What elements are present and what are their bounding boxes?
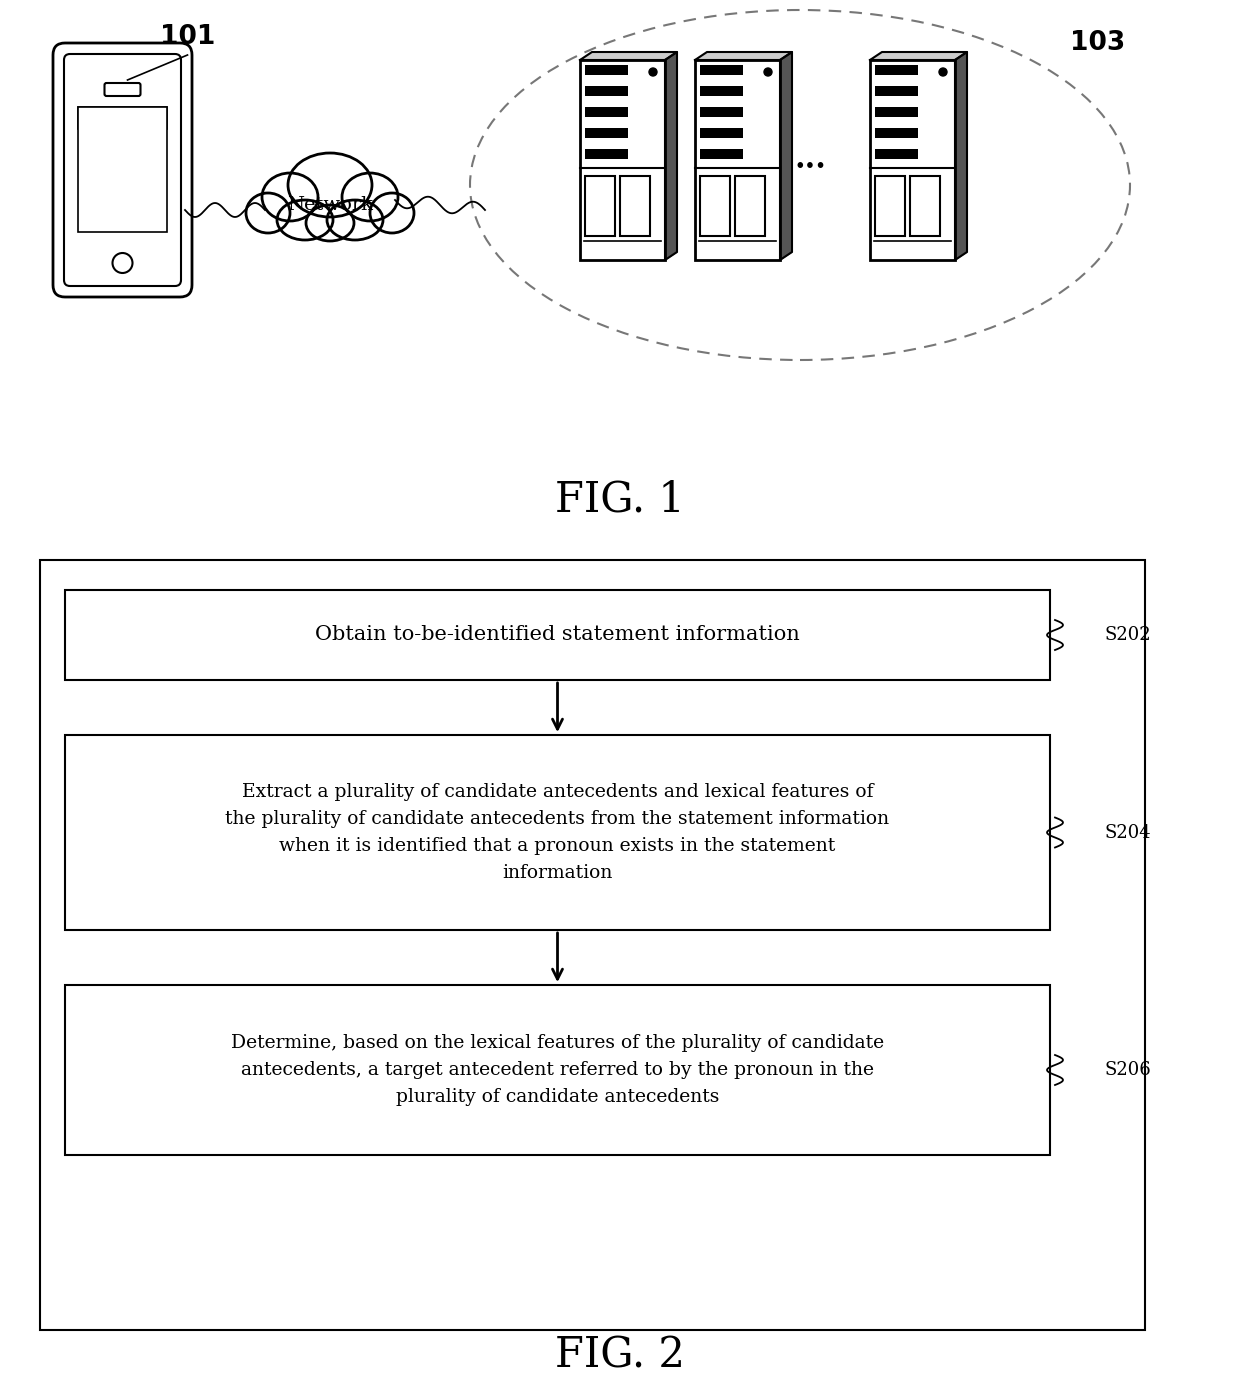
Bar — [875, 176, 905, 236]
Bar — [580, 60, 665, 260]
Polygon shape — [665, 52, 677, 260]
Bar — [701, 148, 743, 159]
Text: FIG. 1: FIG. 1 — [556, 479, 684, 521]
Text: 101: 101 — [160, 24, 216, 50]
Bar — [875, 87, 918, 96]
Polygon shape — [580, 52, 677, 60]
Ellipse shape — [306, 205, 353, 242]
Bar — [701, 127, 743, 138]
Bar — [64, 591, 1050, 680]
Bar — [875, 138, 918, 148]
Ellipse shape — [342, 173, 398, 221]
Bar — [701, 96, 743, 106]
Ellipse shape — [288, 154, 372, 216]
Polygon shape — [870, 52, 967, 60]
Text: Extract a plurality of candidate antecedents and lexical features of
the plurali: Extract a plurality of candidate anteced… — [226, 783, 889, 882]
Bar — [910, 176, 940, 236]
Circle shape — [113, 253, 133, 274]
Circle shape — [764, 68, 773, 75]
Bar — [875, 75, 918, 87]
Text: ...: ... — [794, 145, 826, 176]
Bar — [64, 986, 1050, 1154]
Bar — [585, 87, 627, 96]
Polygon shape — [694, 52, 792, 60]
Bar — [78, 107, 167, 232]
Bar — [701, 75, 743, 87]
Bar — [585, 176, 615, 236]
FancyBboxPatch shape — [53, 43, 192, 297]
Bar — [875, 66, 918, 75]
Bar — [585, 106, 627, 117]
Ellipse shape — [327, 200, 383, 240]
Bar — [584, 64, 631, 163]
Bar — [64, 736, 1050, 930]
Bar — [699, 64, 745, 163]
Bar — [701, 66, 743, 75]
Bar — [701, 117, 743, 127]
Ellipse shape — [262, 173, 317, 221]
Circle shape — [939, 68, 947, 75]
Text: FIG. 2: FIG. 2 — [556, 1335, 684, 1376]
Bar — [874, 64, 921, 163]
Bar — [585, 75, 627, 87]
Bar — [735, 176, 765, 236]
Bar — [40, 560, 1145, 1330]
Text: S202: S202 — [1105, 625, 1152, 644]
Ellipse shape — [470, 10, 1130, 360]
Text: Network: Network — [286, 195, 373, 214]
Bar — [875, 106, 918, 117]
FancyBboxPatch shape — [104, 82, 140, 96]
Ellipse shape — [277, 200, 334, 240]
Bar — [585, 127, 627, 138]
Circle shape — [649, 68, 657, 75]
Bar — [875, 96, 918, 106]
Text: S206: S206 — [1105, 1061, 1152, 1079]
Bar — [701, 138, 743, 148]
Bar — [694, 60, 780, 260]
Text: Obtain to-be-identified statement information: Obtain to-be-identified statement inform… — [315, 625, 800, 645]
Bar — [585, 66, 627, 75]
Text: 103: 103 — [1070, 29, 1125, 56]
Bar — [585, 96, 627, 106]
Bar — [585, 138, 627, 148]
Bar — [78, 107, 167, 128]
Ellipse shape — [246, 193, 290, 233]
FancyBboxPatch shape — [64, 54, 181, 286]
Bar — [875, 117, 918, 127]
Polygon shape — [780, 52, 792, 260]
Bar — [620, 176, 650, 236]
Polygon shape — [955, 52, 967, 260]
Bar — [701, 87, 743, 96]
Text: Determine, based on the lexical features of the plurality of candidate
anteceden: Determine, based on the lexical features… — [231, 1034, 884, 1106]
Bar — [701, 176, 730, 236]
Bar — [701, 106, 743, 117]
Text: S204: S204 — [1105, 824, 1152, 842]
Bar — [585, 117, 627, 127]
Bar — [875, 148, 918, 159]
Bar — [870, 60, 955, 260]
Bar — [875, 127, 918, 138]
Bar — [585, 148, 627, 159]
Ellipse shape — [370, 193, 414, 233]
